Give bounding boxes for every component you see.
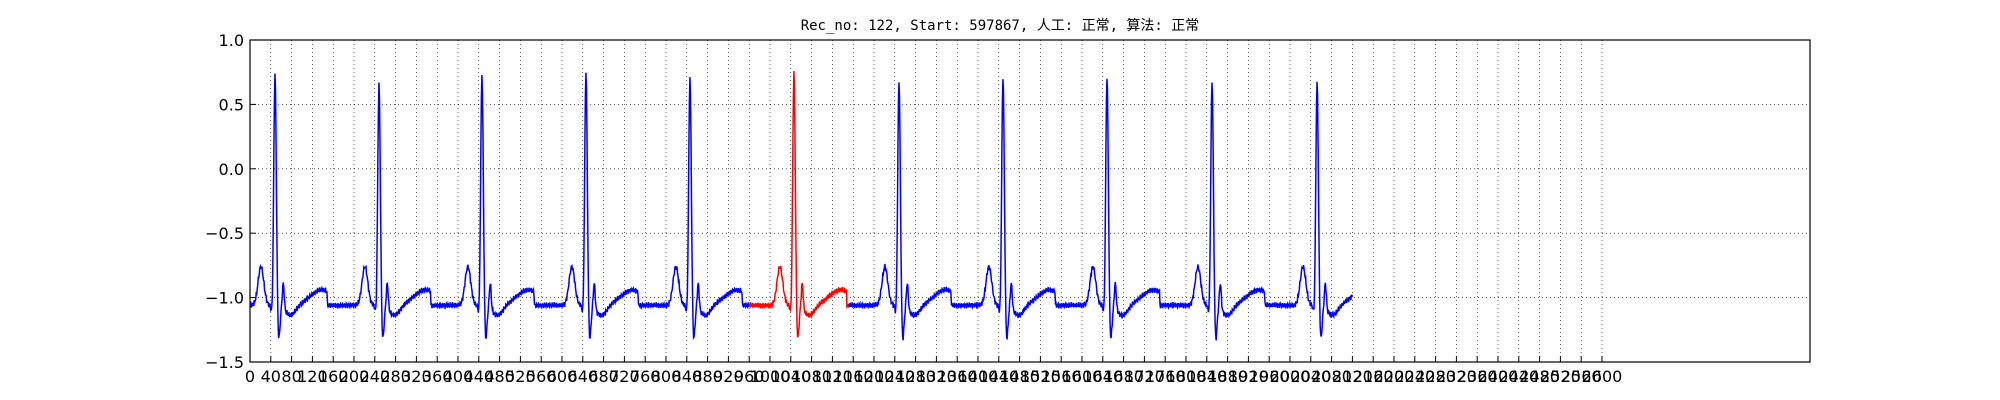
x-tick-label: 960 — [734, 367, 765, 386]
y-tick-label: 0.0 — [219, 160, 244, 179]
ecg-series-line — [249, 72, 750, 340]
x-tick-label: 160 — [318, 367, 349, 386]
x-tick-label: 1080 — [791, 367, 832, 386]
x-tick-label: 2520 — [1540, 367, 1581, 386]
x-tick-label: 880 — [692, 367, 723, 386]
x-tick-label: 440 — [464, 367, 495, 386]
x-tick-label: 2080 — [1311, 367, 1352, 386]
x-tick-label: 40 — [261, 367, 281, 386]
x-tick-label: 1720 — [1124, 367, 1165, 386]
chart-title: Rec_no: 122, Start: 597867, 人工: 正常, 算法: … — [801, 18, 1200, 34]
x-tick-label: 1960 — [1249, 367, 1290, 386]
x-axis: 0 40 8012016020024028032036040044048052056… — [245, 356, 1622, 386]
x-tick-label: 1280 — [895, 367, 936, 386]
x-tick-label: 1120 — [812, 367, 853, 386]
x-tick-label: 240 — [360, 367, 391, 386]
x-tick-label: 1880 — [1207, 367, 1248, 386]
x-tick-label: 1240 — [874, 367, 915, 386]
y-tick-label: −1.5 — [205, 353, 244, 372]
x-tick-label: 1400 — [958, 367, 999, 386]
x-tick-label: 280 — [380, 367, 411, 386]
x-tick-label: 760 — [630, 367, 661, 386]
y-tick-label: 1.0 — [219, 31, 244, 50]
x-tick-label: 2000 — [1270, 367, 1311, 386]
x-tick-label: 520 — [505, 367, 536, 386]
x-tick-label: 2160 — [1353, 367, 1394, 386]
y-tick-label: −0.5 — [205, 224, 244, 243]
x-tick-label: 120 — [297, 367, 328, 386]
x-tick-label: 200 — [339, 367, 370, 386]
series-group — [249, 70, 1354, 341]
x-tick-label: 2280 — [1415, 367, 1456, 386]
x-tick-label: 2360 — [1457, 367, 1498, 386]
x-tick-label: 1560 — [1041, 367, 1082, 386]
x-tick-label: 360 — [422, 367, 453, 386]
x-tick-label: 0 — [245, 367, 255, 386]
x-tick-label: 2040 — [1290, 367, 1331, 386]
x-tick-label: 1920 — [1228, 367, 1269, 386]
x-tick-label: 1160 — [833, 367, 874, 386]
x-tick-label: 1000 — [750, 367, 791, 386]
x-tick-label: 680 — [588, 367, 619, 386]
x-tick-label: 1200 — [854, 367, 895, 386]
plot-frame — [249, 39, 1811, 363]
x-tick-label: 2480 — [1519, 367, 1560, 386]
x-tick-label: 1520 — [1020, 367, 1061, 386]
y-tick-label: 0.5 — [219, 95, 244, 114]
grid-lines — [250, 40, 1810, 362]
ecg-highlight-series-line — [748, 70, 849, 338]
x-tick-label: 2120 — [1332, 367, 1373, 386]
x-tick-label: 560 — [526, 367, 557, 386]
ecg-series-line — [847, 78, 1354, 341]
x-tick-label: 400 — [443, 367, 474, 386]
x-tick-label: 1840 — [1186, 367, 1227, 386]
x-tick-label: 1320 — [916, 367, 957, 386]
x-tick-label: 2400 — [1478, 367, 1519, 386]
x-tick-label: 2560 — [1561, 367, 1602, 386]
x-tick-label: 1680 — [1103, 367, 1144, 386]
x-tick-label: 480 — [484, 367, 515, 386]
x-tick-label: 2440 — [1498, 367, 1539, 386]
x-tick-label: 80 — [281, 367, 301, 386]
x-tick-label: 1040 — [770, 367, 811, 386]
x-tick-label: 800 — [651, 367, 682, 386]
x-tick-label: 2200 — [1374, 367, 1415, 386]
x-tick-label: 2320 — [1436, 367, 1477, 386]
x-tick-label: 320 — [401, 367, 432, 386]
x-tick-label: 1360 — [937, 367, 978, 386]
x-tick-label: 1600 — [1062, 367, 1103, 386]
x-tick-label: 1640 — [1082, 367, 1123, 386]
x-tick-label: 600 — [547, 367, 578, 386]
x-tick-label: 1480 — [999, 367, 1040, 386]
x-tick-label: 1800 — [1166, 367, 1207, 386]
x-tick-label: 1440 — [978, 367, 1019, 386]
x-tick-label: 720 — [609, 367, 640, 386]
x-tick-label: 2600 — [1582, 367, 1623, 386]
y-axis: 1.0 0.5 0.0 −0.5 −1.0 −1.5 — [205, 31, 256, 372]
y-tick-label: −1.0 — [205, 289, 244, 308]
x-tick-label: 840 — [672, 367, 703, 386]
x-tick-label: 640 — [568, 367, 599, 386]
x-tick-label: 1760 — [1145, 367, 1186, 386]
x-tick-label: 920 — [713, 367, 744, 386]
x-tick-label: 2240 — [1394, 367, 1435, 386]
